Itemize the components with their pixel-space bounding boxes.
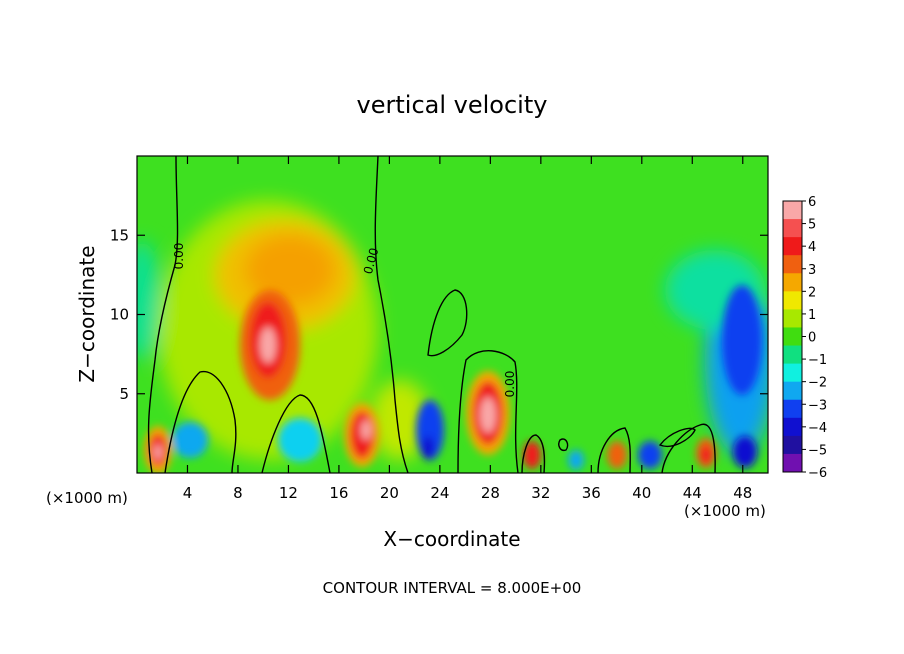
zero-contours <box>147 156 716 473</box>
colorbar-swatch <box>783 453 802 473</box>
contour-interval-note: CONTOUR INTERVAL = 8.000E+00 <box>323 579 582 597</box>
colorbar-swatch <box>783 327 802 347</box>
colorbar-tick-label: −1 <box>808 353 827 368</box>
downdraft-x23-core <box>422 436 434 460</box>
x-axis-label: X−coordinate <box>383 527 520 551</box>
colorbar-tick-label: −3 <box>808 398 827 413</box>
updraft-x38 <box>607 441 627 469</box>
updraft-x2-peak <box>154 444 162 460</box>
x-tick-label: 8 <box>233 484 243 502</box>
y-tick-label: 5 <box>119 385 129 403</box>
x-tick-label: 44 <box>683 484 702 502</box>
x-tick-label: 16 <box>329 484 348 502</box>
contour-label: 0.00 <box>503 371 517 398</box>
contour-label: 0.00 <box>172 243 186 270</box>
upper-warm-core <box>245 235 335 305</box>
colorbar-tick-label: 2 <box>808 285 816 300</box>
colorbar-swatch <box>783 309 802 328</box>
y-axis-ticks: 5 10 15 <box>110 226 768 403</box>
colorbar-tick-label: −2 <box>808 376 827 391</box>
y-tick-label: 10 <box>110 306 129 324</box>
updraft-x31 <box>523 441 541 469</box>
x-tick-label: 24 <box>430 484 449 502</box>
colorbar-swatch <box>783 273 802 292</box>
updraft-x45-core <box>700 446 712 464</box>
contour-small-x45 <box>661 423 716 473</box>
contour-mid-lobe <box>261 394 331 473</box>
downdraft-x6 <box>172 422 208 458</box>
contour-small-x38 <box>597 427 631 473</box>
colorbar-tick-label: 3 <box>808 263 816 278</box>
contour-label: 0.00 <box>361 246 381 275</box>
downdraft-right-column <box>722 285 762 395</box>
contour-small-x43 <box>658 427 696 447</box>
y-tick-label: 15 <box>110 226 129 244</box>
colorbar-tick-label: −5 <box>808 443 827 458</box>
contour-small-x31 <box>521 434 546 473</box>
colorbar-swatch <box>783 435 802 455</box>
colorbar-swatch <box>783 399 802 419</box>
x-tick-label: 28 <box>481 484 500 502</box>
x-unit-left: (×1000 m) <box>46 489 128 507</box>
colorbar-swatch <box>783 255 802 274</box>
updraft-x28-peak <box>480 397 496 433</box>
x-tick-label: 20 <box>380 484 399 502</box>
colorbar-tick-label: 4 <box>808 240 816 255</box>
core-color-regions <box>144 285 762 473</box>
x-tick-label: 36 <box>582 484 601 502</box>
contour-value-labels: 0.00 0.00 0.00 <box>172 243 517 398</box>
colorbar-swatch <box>783 291 802 310</box>
y-axis-label: Z−coordinate <box>75 245 99 382</box>
contour-left-column <box>147 156 179 473</box>
colorbar-tick-label: −4 <box>808 421 827 436</box>
colorbar-swatch <box>783 237 802 256</box>
downdraft-x35 <box>568 450 584 470</box>
x-tick-label: 32 <box>531 484 550 502</box>
contour-small-x34 <box>558 438 569 452</box>
downdraft-x13 <box>278 418 322 462</box>
colorbar-tick-label: −6 <box>808 466 827 481</box>
contour-mid-column <box>374 156 409 473</box>
colorbar-swatch <box>783 219 802 238</box>
contour-right-lobe <box>457 350 519 473</box>
central-updraft-peak <box>260 327 276 363</box>
colorbar-swatch <box>783 345 802 365</box>
left-edge-cool-region <box>137 240 160 360</box>
x-tick-label: 40 <box>632 484 651 502</box>
mid-yellow-region <box>370 380 430 460</box>
x-axis-ticks: 4 8 12 16 20 24 28 32 36 40 44 48 <box>183 156 752 502</box>
downdraft-right-base <box>733 436 757 468</box>
contour-island <box>427 289 468 357</box>
colorbar-tick-label: 0 <box>808 331 816 346</box>
x-unit-right: (×1000 m) <box>684 502 766 520</box>
colorbar-swatch <box>783 363 802 383</box>
colorbar: 6 5 4 3 2 1 0 −1 −2 −3 −4 −5 −6 <box>782 195 827 481</box>
updraft-x18-peak <box>361 420 371 440</box>
x-tick-label: 12 <box>279 484 298 502</box>
colorbar-tick-label: 5 <box>808 218 816 233</box>
colorbar-tick-label: 6 <box>808 195 816 210</box>
contour-left-lobe <box>164 370 237 473</box>
x-tick-label: 4 <box>183 484 193 502</box>
x-tick-label: 48 <box>733 484 752 502</box>
downdraft-x40 <box>638 441 662 469</box>
colorbar-swatch <box>783 201 802 220</box>
chart-title: vertical velocity <box>357 91 548 119</box>
velocity-field: 0.00 0.00 0.00 <box>137 156 768 473</box>
colorbar-swatch <box>783 417 802 437</box>
colorbar-tick-label: 1 <box>808 308 816 323</box>
colorbar-swatch <box>783 381 802 401</box>
